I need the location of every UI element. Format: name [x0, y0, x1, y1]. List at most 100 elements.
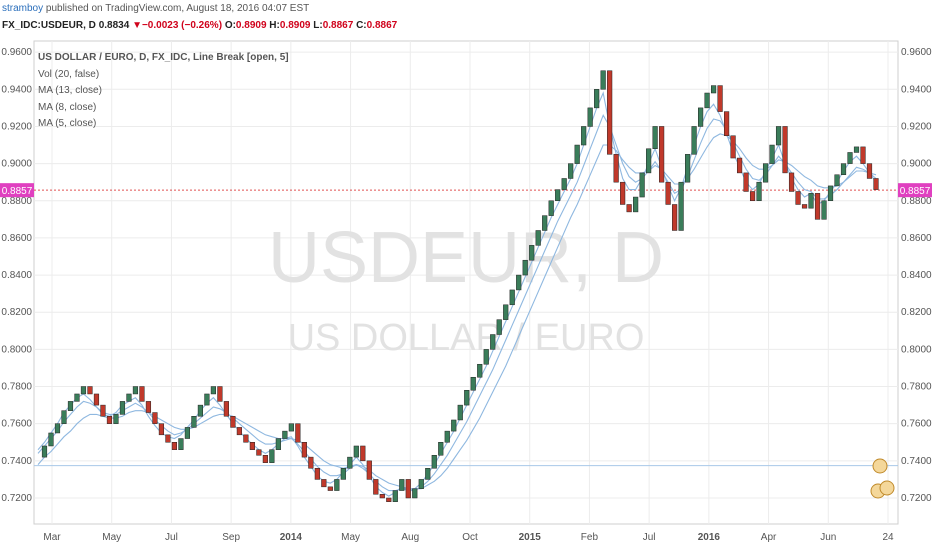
legend-title[interactable]: US DOLLAR / EURO, D, FX_IDC, Line Break … — [38, 52, 289, 63]
up-brick — [542, 215, 548, 231]
flag-icon[interactable] — [872, 458, 888, 474]
y-axis-left[interactable]: 0.9600 0.9400 0.9200 0.9000 0.8800 0.8600 0.84… — [1, 47, 32, 504]
up-brick — [178, 438, 184, 450]
down-brick — [243, 434, 249, 443]
down-brick — [620, 181, 626, 205]
down-brick — [405, 479, 411, 499]
up-brick — [451, 419, 457, 432]
y-tick-label: 0.8400 — [901, 270, 932, 281]
down-brick — [814, 193, 821, 220]
down-brick — [626, 204, 632, 213]
up-brick — [470, 376, 476, 391]
up-brick — [652, 126, 658, 149]
x-tick-label: 2015 — [519, 532, 542, 543]
quote-bar: FX_IDC:USDEUR, D 0.8834 ▼−0.0023 (−0.26%… — [2, 20, 397, 31]
low-value: 0.8867 — [322, 20, 354, 31]
up-brick — [392, 490, 398, 502]
y-tick-label: 0.8000 — [1, 344, 32, 355]
y-tick-label: 0.9600 — [1, 47, 32, 58]
up-brick — [113, 414, 119, 424]
study-ma13[interactable]: MA (13, close) — [38, 85, 102, 96]
ma-slow-line — [37, 133, 877, 490]
watermark-name: US DOLLAR / EURO — [288, 317, 645, 359]
up-brick — [496, 319, 502, 335]
down-brick — [379, 494, 385, 499]
up-brick — [821, 200, 827, 220]
down-brick — [223, 401, 229, 417]
flag-icon[interactable] — [879, 480, 895, 496]
down-brick — [613, 154, 619, 183]
event-flags[interactable] — [870, 458, 895, 499]
close-value: 0.8867 — [366, 20, 398, 31]
up-brick — [425, 468, 431, 480]
publisher-link[interactable]: stramboy — [2, 3, 44, 14]
up-brick — [74, 393, 80, 402]
y-tick-label: 0.7800 — [901, 382, 932, 393]
down-brick — [366, 460, 372, 480]
up-brick — [457, 404, 463, 421]
down-brick — [717, 85, 723, 112]
down-brick — [295, 423, 301, 443]
down-brick — [217, 386, 223, 402]
up-brick — [587, 107, 593, 127]
up-brick — [80, 386, 87, 395]
study-ma8[interactable]: MA (8, close) — [38, 102, 96, 113]
up-brick — [210, 386, 216, 395]
y-axis-right[interactable]: 0.9600 0.9400 0.9200 0.9000 0.8800 0.8600 0.84… — [901, 47, 932, 504]
up-brick — [197, 404, 203, 417]
down-brick — [139, 386, 145, 402]
up-brick — [691, 126, 697, 155]
y-tick-label: 0.7800 — [1, 382, 32, 393]
up-brick — [503, 304, 509, 320]
symbol-label[interactable]: FX_IDC:USDEUR, D — [2, 20, 96, 31]
up-brick — [646, 148, 652, 174]
up-brick — [522, 259, 528, 276]
x-axis[interactable]: Mar May Jul Sep 2014 May Aug Oct 2015 Feb Jul 2016 A… — [43, 532, 894, 543]
up-brick — [464, 389, 470, 406]
up-brick — [126, 393, 132, 402]
plot-area[interactable] — [33, 40, 899, 525]
up-brick — [639, 172, 645, 198]
y-tick-label: 0.8600 — [901, 233, 932, 244]
y-tick-label: 0.7600 — [1, 419, 32, 430]
up-brick — [827, 185, 834, 202]
y-tick-label: 0.9400 — [1, 84, 32, 95]
up-brick — [54, 423, 61, 434]
up-brick — [775, 126, 782, 146]
up-brick — [548, 200, 554, 216]
down-brick — [230, 416, 236, 428]
down-brick — [321, 479, 327, 488]
up-brick — [418, 479, 424, 489]
up-brick — [509, 289, 515, 306]
up-brick — [600, 70, 606, 90]
up-brick — [762, 163, 769, 183]
up-brick — [704, 92, 710, 109]
down-brick — [743, 172, 749, 192]
up-brick — [769, 144, 775, 164]
legend: US DOLLAR / EURO, D, FX_IDC, Line Break … — [38, 52, 289, 129]
up-brick — [685, 154, 691, 183]
up-brick — [399, 479, 405, 491]
down-brick — [93, 393, 100, 406]
x-tick-label: Mar — [43, 532, 61, 543]
up-brick — [698, 107, 704, 127]
study-vol[interactable]: Vol (20, false) — [38, 69, 99, 80]
y-tick-label: 0.7200 — [1, 493, 32, 504]
up-brick — [204, 393, 210, 406]
down-brick — [236, 427, 242, 436]
x-tick-label: Jun — [820, 532, 836, 543]
high-value: 0.8909 — [279, 20, 311, 31]
price-change: −0.0023 (−0.26%) — [141, 20, 223, 31]
up-brick — [275, 438, 281, 450]
current-price-tag-left — [0, 183, 34, 198]
down-brick — [860, 146, 866, 164]
last-price: 0.8834 — [98, 20, 130, 31]
y-tick-label: 0.8600 — [1, 233, 32, 244]
study-ma5[interactable]: MA (5, close) — [38, 118, 96, 129]
current-price-tag-right — [898, 183, 932, 198]
up-brick — [61, 410, 67, 424]
down-brick — [659, 126, 665, 183]
down-brick — [672, 204, 678, 231]
down-brick — [145, 401, 152, 413]
